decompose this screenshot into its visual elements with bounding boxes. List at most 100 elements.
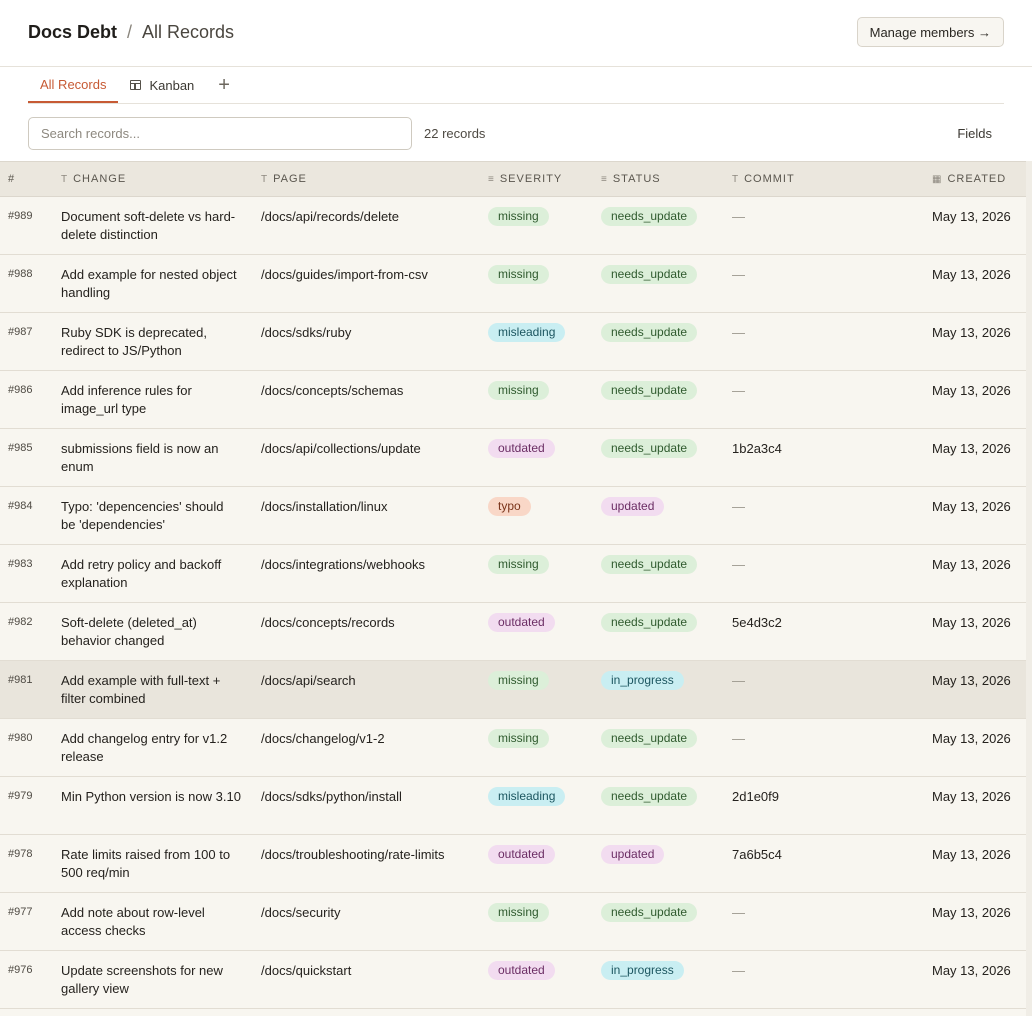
severity-cell[interactable]: typo xyxy=(488,497,531,516)
page-cell[interactable]: /docs/api/search xyxy=(261,673,356,688)
status-cell[interactable]: needs_update xyxy=(601,903,698,922)
severity-cell[interactable]: missing xyxy=(488,555,549,574)
page-cell[interactable]: /docs/concepts/records xyxy=(261,615,395,630)
commit-cell[interactable]: — xyxy=(732,383,745,398)
status-cell[interactable]: in_progress xyxy=(601,671,684,690)
table-row[interactable]: #983 Add retry policy and backoff explana… xyxy=(0,545,1026,603)
severity-cell[interactable]: missing xyxy=(488,381,549,400)
table-row[interactable]: #987 Ruby SDK is deprecated, redirect to … xyxy=(0,313,1026,371)
commit-cell[interactable]: 5e4d3c2 xyxy=(732,615,782,630)
commit-cell[interactable]: — xyxy=(732,499,745,514)
status-cell[interactable]: needs_update xyxy=(601,265,698,284)
severity-cell[interactable]: missing xyxy=(488,903,549,922)
table-row[interactable]: #982 Soft-delete (deleted_at) behavior ch… xyxy=(0,603,1026,661)
status-cell[interactable]: needs_update xyxy=(601,613,698,632)
severity-cell[interactable]: misleading xyxy=(488,323,566,342)
page-cell[interactable]: /docs/changelog/v1-2 xyxy=(261,731,385,746)
column-header-change[interactable]: T CHANGE xyxy=(61,162,126,196)
change-cell[interactable]: Ruby SDK is deprecated, redirect to JS/P… xyxy=(61,325,207,358)
add-view-button[interactable]: + xyxy=(218,74,230,96)
column-header-commit[interactable]: T COMMIT xyxy=(732,162,795,196)
table-row[interactable]: #979 Min Python version is now 3.10/docs/… xyxy=(0,777,1026,835)
commit-cell[interactable]: — xyxy=(732,673,745,688)
change-cell[interactable]: Soft-delete (deleted_at) behavior change… xyxy=(61,615,197,648)
status-cell[interactable]: in_progress xyxy=(601,961,684,980)
severity-cell[interactable]: outdated xyxy=(488,845,555,864)
tab-kanban[interactable]: Kanban xyxy=(118,67,206,103)
table-row[interactable]: #984 Typo: 'depencencies' should be 'depe… xyxy=(0,487,1026,545)
commit-cell[interactable]: — xyxy=(732,963,745,978)
page-cell[interactable]: /docs/api/collections/update xyxy=(261,441,421,456)
severity-cell[interactable]: outdated xyxy=(488,961,555,980)
commit-cell[interactable]: — xyxy=(732,905,745,920)
change-cell[interactable]: Document soft-delete vs hard-delete dist… xyxy=(61,209,236,242)
record-id: #982 xyxy=(8,616,33,628)
severity-cell[interactable]: missing xyxy=(488,265,549,284)
change-cell[interactable]: Update screenshots for new gallery view xyxy=(61,963,223,996)
change-cell[interactable]: Min Python version is now 3.10 xyxy=(61,789,241,804)
page-cell[interactable]: /docs/quickstart xyxy=(261,963,352,978)
change-cell[interactable]: submissions field is now an enum xyxy=(61,441,219,474)
severity-cell[interactable]: outdated xyxy=(488,439,555,458)
column-header-severity[interactable]: ≡ SEVERITY xyxy=(488,162,562,196)
table-row[interactable]: #981 Add example with full-text + filter … xyxy=(0,661,1026,719)
change-cell[interactable]: Typo: 'depencencies' should be 'dependen… xyxy=(61,499,224,532)
severity-cell[interactable]: misleading xyxy=(488,787,566,806)
page-cell[interactable]: /docs/sdks/python/install xyxy=(261,789,402,804)
change-cell[interactable]: Add example for nested object handling xyxy=(61,267,237,300)
change-cell[interactable]: Add changelog entry for v1.2 release xyxy=(61,731,228,764)
severity-cell[interactable]: missing xyxy=(488,207,549,226)
page-cell[interactable]: /docs/security xyxy=(261,905,341,920)
severity-cell[interactable]: outdated xyxy=(488,613,555,632)
table-row[interactable]: #976 Update screenshots for new gallery v… xyxy=(0,951,1026,1009)
table-row[interactable]: #986 Add inference rules for image_url ty… xyxy=(0,371,1026,429)
column-header-page[interactable]: T PAGE xyxy=(261,162,307,196)
status-cell[interactable]: needs_update xyxy=(601,787,698,806)
page-cell[interactable]: /docs/installation/linux xyxy=(261,499,388,514)
commit-cell[interactable]: — xyxy=(732,731,745,746)
severity-cell[interactable]: missing xyxy=(488,729,549,748)
status-cell[interactable]: needs_update xyxy=(601,439,698,458)
commit-cell[interactable]: — xyxy=(732,209,745,224)
commit-cell[interactable]: — xyxy=(732,325,745,340)
page-cell[interactable]: /docs/api/records/delete xyxy=(261,209,400,224)
table-row[interactable]: #989 Document soft-delete vs hard-delete … xyxy=(0,197,1026,255)
change-cell[interactable]: Add example with full-text + filter comb… xyxy=(61,673,221,706)
search-input[interactable] xyxy=(28,116,412,150)
fields-button[interactable]: Fields xyxy=(957,125,992,141)
change-cell[interactable]: Add inference rules for image_url type xyxy=(61,383,192,416)
status-cell[interactable]: needs_update xyxy=(601,381,698,400)
project-name[interactable]: Docs Debt xyxy=(28,22,118,42)
commit-cell[interactable]: — xyxy=(732,557,745,572)
table-row[interactable]: #985 submissions field is now an enum/doc… xyxy=(0,429,1026,487)
status-cell[interactable]: updated xyxy=(601,845,665,864)
change-cell[interactable]: Add note about row-level access checks xyxy=(61,905,205,938)
severity-cell[interactable]: missing xyxy=(488,671,549,690)
manage-members-button[interactable]: Manage members → xyxy=(856,17,1004,47)
commit-cell[interactable]: — xyxy=(732,267,745,282)
column-header-created[interactable]: ▦ CREATED xyxy=(932,162,1006,196)
column-header-id[interactable]: # xyxy=(8,162,15,196)
tab-all-records[interactable]: All Records xyxy=(28,67,119,103)
commit-cell[interactable]: 7a6b5c4 xyxy=(732,847,782,862)
page-cell[interactable]: /docs/troubleshooting/rate-limits xyxy=(261,847,445,862)
commit-cell[interactable]: 1b2a3c4 xyxy=(732,441,782,456)
page-cell[interactable]: /docs/sdks/ruby xyxy=(261,325,352,340)
table-row[interactable]: #978 Rate limits raised from 100 to 500 r… xyxy=(0,835,1026,893)
status-cell[interactable]: needs_update xyxy=(601,207,698,226)
table-row[interactable]: #988 Add example for nested object handli… xyxy=(0,255,1026,313)
page-cell[interactable]: /docs/integrations/webhooks xyxy=(261,557,426,572)
status-cell[interactable]: needs_update xyxy=(601,729,698,748)
change-cell[interactable]: Rate limits raised from 100 to 500 req/m… xyxy=(61,847,231,880)
table-row[interactable]: #980 Add changelog entry for v1.2 release… xyxy=(0,719,1026,777)
status-cell[interactable]: needs_update xyxy=(601,323,698,342)
status-cell[interactable]: needs_update xyxy=(601,555,698,574)
commit-cell[interactable]: 2d1e0f9 xyxy=(732,789,779,804)
page-cell[interactable]: /docs/guides/import-from-csv xyxy=(261,267,428,282)
table-row[interactable]: #977 Add note about row-level access chec… xyxy=(0,893,1026,951)
column-header-status[interactable]: ≡ STATUS xyxy=(601,162,661,196)
status-cell[interactable]: updated xyxy=(601,497,665,516)
vertical-scrollbar[interactable] xyxy=(1026,161,1032,1016)
page-cell[interactable]: /docs/concepts/schemas xyxy=(261,383,404,398)
change-cell[interactable]: Add retry policy and backoff explanation xyxy=(61,557,222,590)
